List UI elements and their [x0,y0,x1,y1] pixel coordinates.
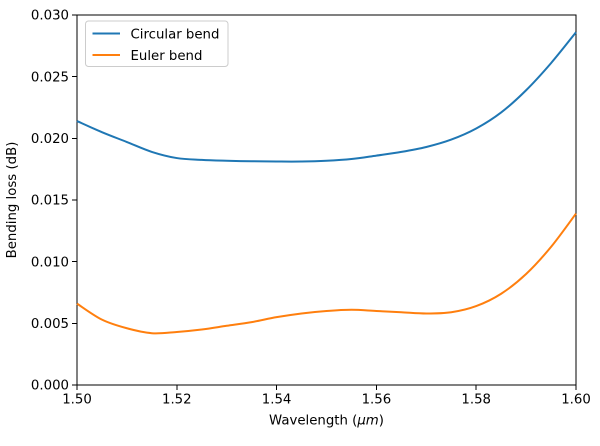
euler-bend-line [76,212,577,335]
legend-box [85,20,229,67]
y-tick-label: 0.025 [31,70,69,85]
y-tick-label: 0.020 [31,132,69,147]
x-tick-label: 1.58 [461,393,491,408]
y-axis: 0.000 0.005 0.010 0.015 0.020 0.025 0.030 [31,9,77,394]
legend-entries: Circular bend Euler bend [92,27,220,64]
plot-lines [76,31,577,335]
y-axis-label: Bending loss (dB) [5,142,20,259]
plot-area [76,14,577,386]
circular-bend-line [76,31,577,163]
x-tick-label: 1.52 [162,393,192,408]
y-tick-label: 0.000 [31,379,69,394]
x-tick-label: 1.56 [362,393,392,408]
x-axis-label-suffix: ) [379,414,384,429]
x-axis: 1.50 1.52 1.54 1.56 1.58 1.60 [62,385,591,408]
y-tick-label: 0.015 [31,194,69,209]
legend-label: Euler bend [131,49,203,64]
y-tick-label: 0.030 [31,9,69,24]
legend: Circular bend Euler bend [85,20,229,67]
y-tick-label: 0.005 [31,317,69,332]
x-axis-label-prefix: Wavelength ( [269,414,357,429]
x-tick-label: 1.54 [262,393,292,408]
y-tick-label: 0.010 [31,255,69,270]
x-axis-label: Wavelength (μm) [269,414,384,429]
x-axis-label-unit: μm [356,414,378,429]
x-tick-label: 1.60 [561,393,591,408]
x-tick-label: 1.50 [62,393,92,408]
legend-label: Circular bend [131,27,220,42]
